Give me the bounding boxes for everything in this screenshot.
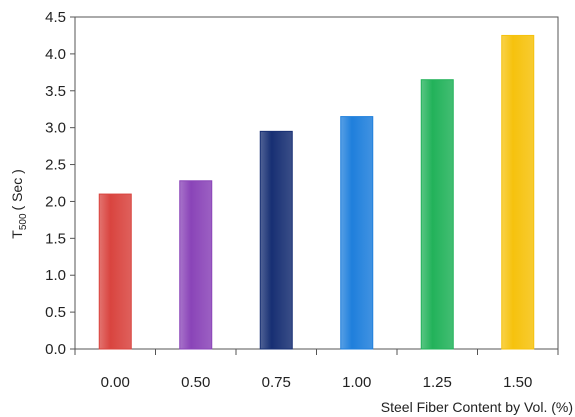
x-tick-label: 1.25 [423,374,452,391]
y-tick-label: 0.5 [45,304,66,321]
x-tick-label: 0.75 [262,374,291,391]
y-tick-label: 3.0 [45,120,66,137]
y-tick-label: 4.0 [45,46,66,63]
y-tick-label: 3.5 [45,83,66,100]
y-axis-label: T500 ( Sec ) [9,169,29,238]
y-axis-label-unit: ( Sec ) [9,169,25,210]
x-tick-label: 1.00 [342,374,371,391]
x-tick-label: 0.00 [101,374,130,391]
bar-0.00 [98,193,132,350]
x-tick-label: 0.50 [181,374,210,391]
y-tick-label: 1.5 [45,230,66,247]
bar-0.50 [179,180,213,350]
x-axis-label: Steel Fiber Content by Vol. (%) [381,399,573,415]
y-tick-label: 1.0 [45,267,66,284]
y-axis-label-main: T [9,230,25,239]
x-tick-label: 1.50 [503,374,532,391]
plot-area [74,16,559,350]
bar-1.50 [501,34,535,350]
bar-1.00 [340,116,374,350]
bar-1.25 [420,79,454,350]
y-tick-label: 2.5 [45,157,66,174]
y-tick-label: 4.5 [45,9,66,26]
y-axis-label-sub: 500 [18,213,29,230]
bar-0.75 [259,130,293,350]
y-tick-label: 0.0 [45,341,66,358]
y-tick-label: 2.0 [45,193,66,210]
